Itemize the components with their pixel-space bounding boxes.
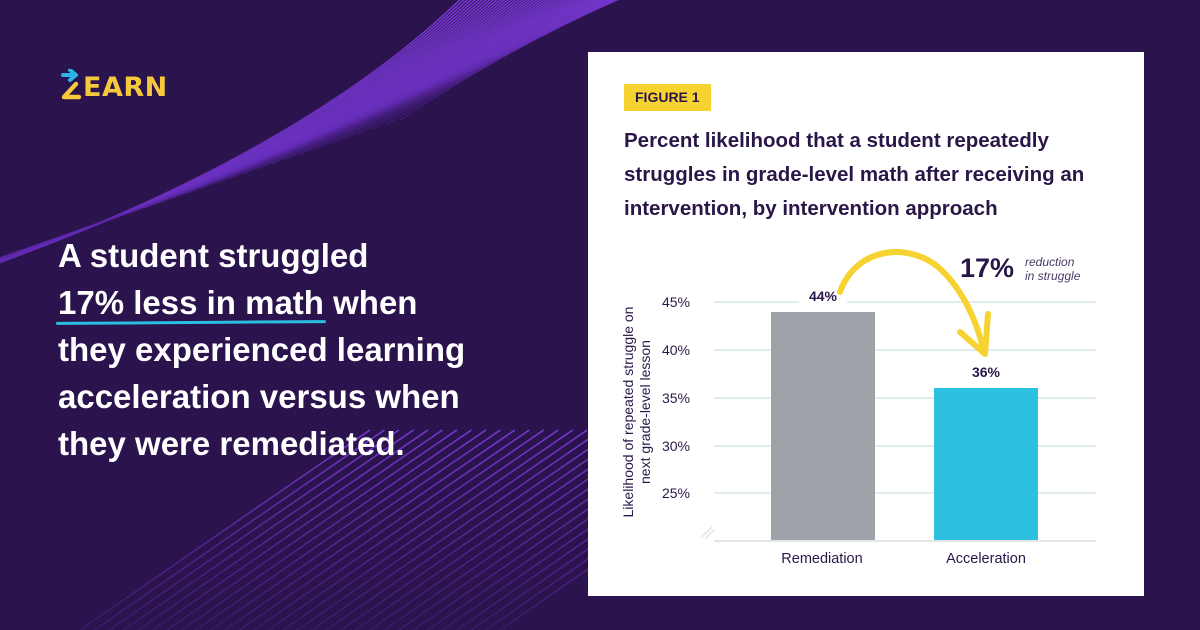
- y-axis-label-line-1: Likelihood of repeated struggle on: [620, 306, 636, 518]
- bar-value-remediation: 44%: [771, 287, 875, 304]
- headline-line-4: acceleration versus when: [58, 378, 460, 415]
- headline-line-2-rest: when: [323, 284, 418, 321]
- zearn-logo: EARN: [60, 69, 168, 101]
- annotation-value: 17%: [960, 253, 1015, 283]
- y-tick-45: 45%: [661, 294, 690, 310]
- gridline-35: [714, 397, 1096, 399]
- bar-chart: Likelihood of repeated struggle on next …: [588, 52, 1144, 596]
- zearn-arrow-z-icon: [61, 69, 82, 100]
- headline: A student struggled 17% less in math whe…: [58, 232, 528, 467]
- annotation-caption-line-1: reduction: [1025, 255, 1075, 269]
- bar-acceleration: [934, 388, 1038, 540]
- axis-break-icon: [701, 526, 716, 540]
- bar-remediation: [771, 311, 875, 540]
- headline-line-2: 17% less in math when: [58, 279, 528, 326]
- x-label-acceleration: Acceleration: [946, 551, 1026, 567]
- bar-value-text: 44%: [798, 287, 848, 304]
- y-tick-35: 35%: [661, 390, 690, 406]
- headline-line-1: A student struggled: [58, 237, 369, 274]
- y-tick-30: 30%: [661, 438, 690, 454]
- figure-card: FIGURE 1 Percent likelihood that a stude…: [588, 52, 1144, 596]
- gridline-25: [714, 492, 1096, 494]
- figure-title: Percent likelihood that a student repeat…: [624, 129, 1085, 220]
- bar-value-acceleration: 36%: [934, 364, 1038, 381]
- headline-line-5: they were remediated.: [58, 425, 405, 462]
- y-tick-40: 40%: [661, 342, 690, 358]
- headline-line-3: they experienced learning: [58, 331, 466, 368]
- bar-value-text: 36%: [961, 364, 1011, 381]
- figure-badge: FIGURE 1: [624, 84, 711, 111]
- annotation-caption: reduction in struggle: [1025, 255, 1080, 283]
- y-tick-25: 25%: [661, 485, 690, 501]
- gridline-30: [714, 445, 1096, 447]
- logo-wordmark: EARN: [83, 72, 168, 103]
- x-label-remediation: Remediation: [781, 551, 863, 567]
- headline-highlight: 17% less in math: [58, 279, 324, 326]
- x-axis-baseline: [714, 540, 1096, 542]
- annotation-caption-line-2: in struggle: [1025, 269, 1081, 283]
